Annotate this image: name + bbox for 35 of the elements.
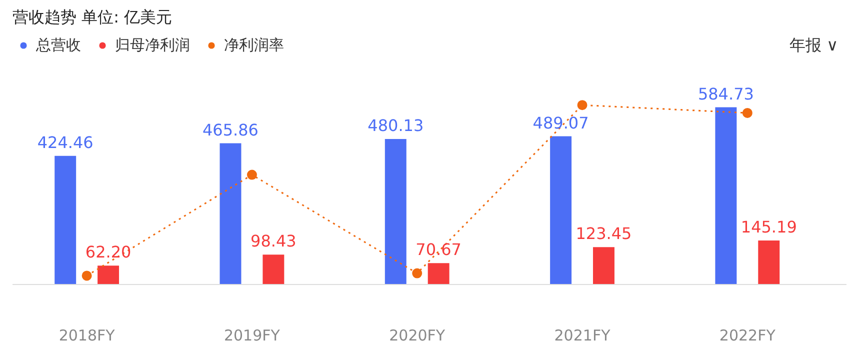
bar xyxy=(384,138,406,284)
point xyxy=(412,268,422,278)
data-label: 145.19 xyxy=(740,217,797,236)
bar xyxy=(54,156,76,284)
data-label: 70.67 xyxy=(416,240,462,260)
x-tick-label: 2022FY xyxy=(719,326,776,344)
x-tick-label: 2019FY xyxy=(224,326,281,344)
legend-label: 归母净利润 xyxy=(115,36,190,54)
data-label: 424.46 xyxy=(37,132,94,152)
x-tick-label: 2021FY xyxy=(554,326,612,344)
data-label: 489.07 xyxy=(532,113,589,132)
bar xyxy=(758,240,780,284)
data-label: 480.13 xyxy=(368,116,424,135)
bar xyxy=(550,136,572,284)
legend-label: 净利润率 xyxy=(224,36,284,54)
bar xyxy=(715,107,737,284)
legend-label: 总营收 xyxy=(36,36,81,54)
chart-title: 营收趋势 单位: 亿美元 xyxy=(12,8,172,26)
x-tick-label: 2020FY xyxy=(389,326,446,344)
data-label: 584.73 xyxy=(698,84,754,104)
point xyxy=(82,270,92,281)
data-label: 123.45 xyxy=(576,224,632,244)
x-tick-label: 2018FY xyxy=(58,326,116,344)
bar xyxy=(428,263,450,284)
bar xyxy=(262,254,284,284)
data-label: 62.20 xyxy=(85,242,132,262)
data-label: 98.43 xyxy=(250,232,296,251)
bar xyxy=(592,247,614,284)
point xyxy=(246,170,257,180)
data-label: 465.86 xyxy=(202,120,258,140)
text: 年报 ∨ xyxy=(789,36,838,54)
point xyxy=(742,108,752,118)
bar xyxy=(98,266,120,284)
point xyxy=(577,100,588,110)
bar xyxy=(220,143,242,284)
